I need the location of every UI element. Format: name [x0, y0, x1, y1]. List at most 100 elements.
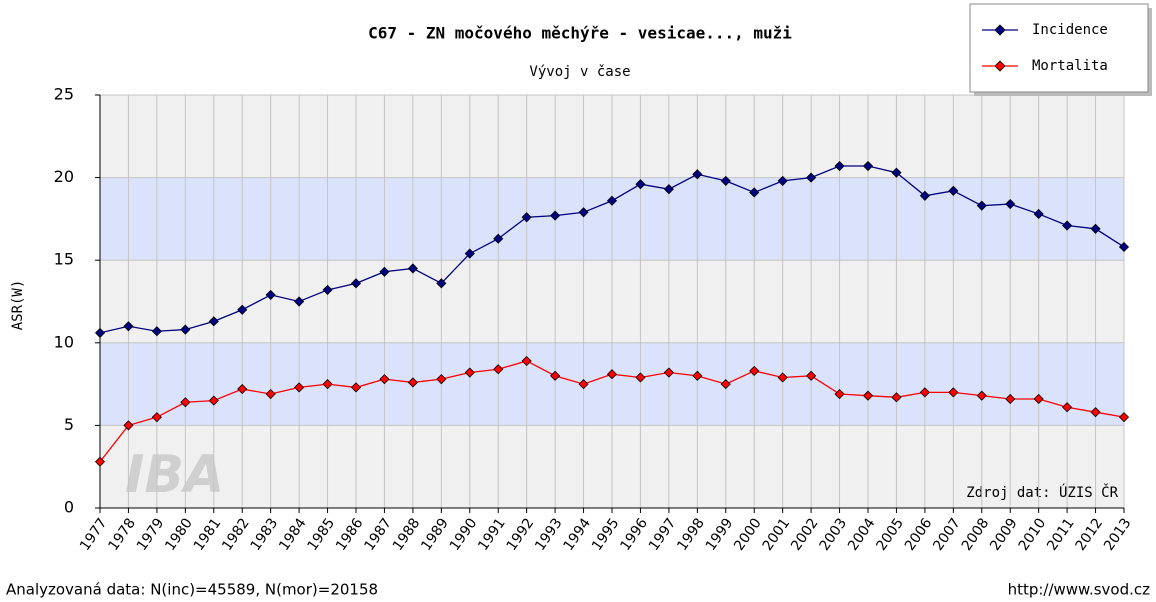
data-point: [464, 367, 475, 378]
data-point: [1118, 241, 1130, 253]
data-point: [606, 369, 618, 380]
data-point: [379, 266, 390, 277]
legend: Incidence Mortalita: [969, 3, 1152, 96]
data-point: [976, 200, 987, 211]
chart-subtitle: Vývoj v čase: [529, 64, 630, 80]
data-point: [1033, 393, 1044, 405]
data-point: [578, 379, 589, 390]
data-point: [379, 374, 390, 385]
chart-title: C67 - ZN močového měchýře - vesicae..., …: [368, 24, 792, 43]
data-point: [919, 190, 930, 201]
data-point: [550, 210, 561, 221]
data-point: [720, 379, 731, 390]
x-tick-label: 1979: [134, 515, 168, 553]
data-point: [1005, 198, 1016, 210]
data-point: [180, 324, 191, 335]
data-point: [1118, 412, 1130, 423]
data-point: [692, 169, 703, 180]
data-point: [663, 367, 674, 378]
y-tick-label: 5: [64, 415, 74, 434]
x-tick-label: 1996: [617, 515, 651, 553]
data-point: [749, 187, 760, 198]
legend-marker: [994, 24, 1006, 36]
x-tick-label: 1982: [219, 515, 253, 553]
x-tick-label: 1995: [589, 515, 623, 553]
x-tick-label: 1993: [532, 515, 566, 553]
data-point: [237, 383, 248, 395]
y-tick-label: 0: [64, 498, 74, 517]
data-point: [493, 233, 504, 244]
data-point: [806, 172, 817, 183]
data-point: [663, 184, 674, 195]
legend-marker: [994, 60, 1006, 72]
y-tick-label: 25: [54, 85, 74, 104]
data-point: [635, 372, 646, 383]
x-tick-label: 1983: [248, 515, 282, 553]
data-point: [407, 263, 418, 274]
x-tick-label: 2001: [760, 515, 794, 553]
data-point: [265, 388, 276, 400]
x-tick-label: 2000: [731, 515, 765, 553]
data-point: [123, 420, 134, 431]
x-tick-label: 1999: [703, 515, 737, 553]
data-point: [948, 185, 959, 196]
data-point: [777, 372, 788, 383]
data-point: [1062, 402, 1073, 413]
data-point: [350, 382, 362, 393]
x-tick-label: 1980: [162, 515, 196, 553]
data-point: [692, 370, 703, 381]
x-tick-label: 2010: [1016, 515, 1050, 553]
data-point: [436, 278, 447, 289]
data-point: [1090, 407, 1101, 418]
data-point: [777, 175, 788, 186]
x-tick-label: 2012: [1073, 515, 1107, 553]
y-tick-label: 10: [54, 332, 74, 351]
data-point: [891, 392, 902, 403]
data-point: [94, 456, 106, 467]
data-point: [322, 379, 333, 390]
x-tick-label: 1981: [191, 515, 225, 553]
x-tick-label: 1977: [77, 515, 111, 553]
x-tick-label: 2008: [959, 515, 993, 553]
data-point: [834, 388, 845, 400]
x-tick-label: 2003: [817, 515, 851, 553]
data-point: [464, 248, 475, 259]
x-tick-label: 1990: [447, 515, 481, 553]
x-tick-label: 1991: [475, 515, 509, 553]
x-tick-label: 2004: [845, 515, 879, 553]
x-tick-label: 2009: [987, 515, 1021, 553]
data-point: [834, 160, 845, 172]
data-point: [493, 364, 504, 375]
data-point: [578, 207, 589, 218]
data-point: [606, 195, 618, 206]
data-point: [806, 370, 817, 381]
data-point: [407, 377, 418, 388]
data-point: [635, 179, 646, 190]
data-point: [948, 387, 959, 398]
data-point: [521, 355, 532, 367]
data-point: [123, 321, 134, 332]
x-tick-label: 1987: [361, 515, 395, 553]
data-point: [919, 387, 930, 398]
data-point: [1062, 220, 1073, 231]
data-point: [976, 390, 987, 401]
y-tick-label: 20: [54, 167, 74, 186]
data-point: [521, 212, 532, 223]
x-tick-label: 1994: [561, 515, 595, 553]
data-point: [151, 326, 162, 337]
data-point: [180, 397, 191, 408]
data-point: [322, 284, 333, 296]
x-tick-label: 1984: [276, 515, 310, 553]
x-tick-label: 1988: [390, 515, 424, 553]
data-point: [436, 374, 447, 385]
data-point: [862, 160, 874, 172]
footer-right: http://www.svod.cz: [1008, 581, 1151, 599]
data-point: [1005, 393, 1016, 405]
data-point: [94, 327, 106, 338]
y-axis-label: ASR(W): [10, 280, 26, 331]
data-point: [862, 390, 874, 401]
x-tick-label: 1986: [333, 515, 367, 553]
data-point: [151, 412, 162, 423]
source-note: Zdroj dat: ÚZIS ČR: [966, 483, 1118, 501]
x-tick-label: 1998: [674, 515, 708, 553]
